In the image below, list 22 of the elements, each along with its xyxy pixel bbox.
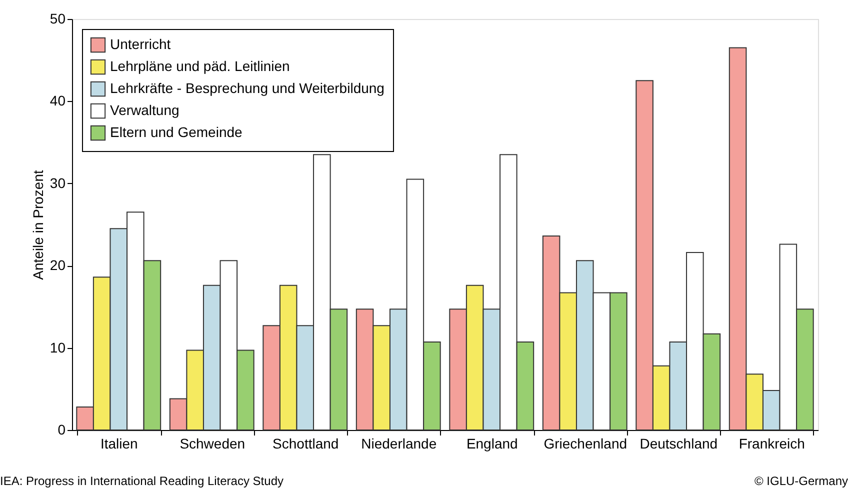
x-tick-label: Schottland	[272, 436, 339, 452]
y-tick-label: 30	[50, 174, 66, 191]
y-tick-label: 40	[50, 92, 66, 109]
x-tick-label: Schweden	[180, 436, 246, 452]
legend-label: Lehrkräfte - Besprechung und Weiterbildung	[110, 80, 384, 96]
legend-label: Eltern und Gemeinde	[110, 124, 243, 140]
x-tick-label: Frankreich	[738, 436, 805, 452]
legend-label: Unterricht	[110, 36, 171, 52]
text: IEA: Progress in International Reading Literacy Study	[0, 474, 284, 488]
legend-label: Lehrpläne und päd. Leitlinien	[110, 58, 290, 74]
x-tick-label: Niederlande	[361, 436, 437, 452]
text: © IGLU-Germany	[754, 474, 848, 488]
x-tick-label: England	[466, 436, 518, 452]
x-tick-label: Griechenland	[544, 436, 628, 452]
y-tick-label: 10	[50, 339, 66, 356]
x-tick-label: Deutschland	[640, 436, 718, 452]
legend-label: Verwaltung	[110, 102, 180, 118]
y-tick-label: 50	[50, 10, 66, 26]
y-axis-title: Anteile in Prozent	[30, 170, 46, 280]
y-tick-label: 0	[58, 422, 66, 438]
x-tick-label: Italien	[100, 436, 138, 452]
y-tick-label: 20	[50, 257, 66, 274]
